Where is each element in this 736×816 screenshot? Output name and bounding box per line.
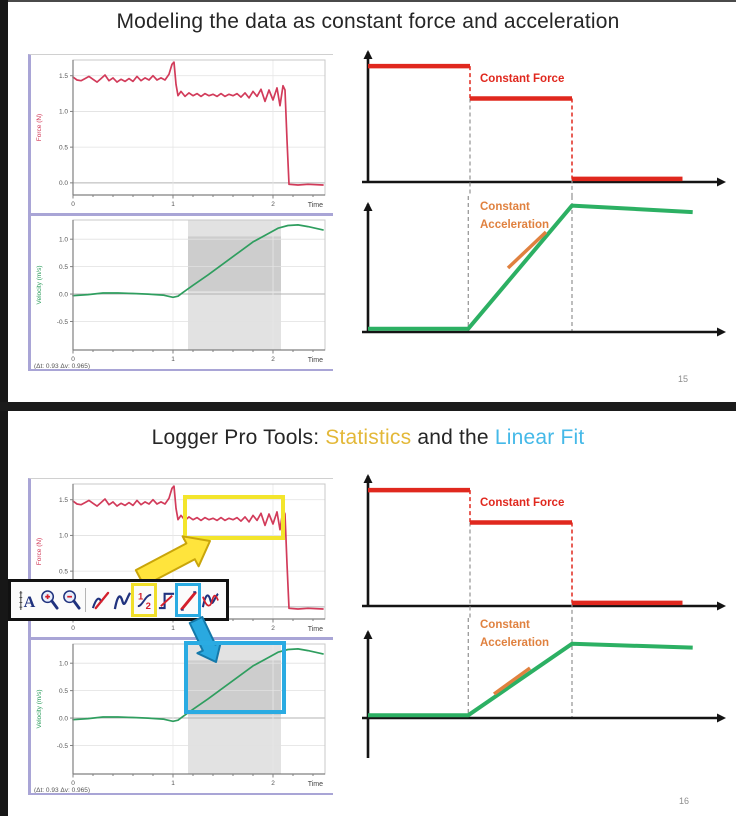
svg-text:0: 0 (71, 780, 75, 787)
svg-text:1.0: 1.0 (59, 660, 68, 667)
svg-text:0: 0 (71, 201, 75, 208)
svg-text:1.0: 1.0 (59, 236, 68, 243)
panel-separator (31, 213, 333, 216)
svg-text:Constant Force: Constant Force (480, 497, 564, 509)
statistics-icon: 12 (137, 591, 151, 612)
svg-text:2: 2 (271, 201, 275, 208)
svg-text:Acceleration: Acceleration (480, 219, 549, 231)
title-segment: Logger Pro Tools: (151, 426, 326, 449)
linear-fit-icon (179, 590, 197, 611)
svg-text:Velocity (m/s): Velocity (m/s) (36, 265, 43, 304)
logger-pro-screenshot-1: 0.0 0.5 1.0 1.5 0 1 2 Time Force (N) -0.5 0.0 0.5 1… (28, 54, 333, 371)
toolbar-button-zoom-out[interactable] (61, 586, 81, 614)
svg-text:0.0: 0.0 (59, 180, 68, 187)
svg-text:0: 0 (71, 625, 75, 632)
svg-text:Time: Time (308, 357, 323, 364)
svg-text:Force (N): Force (N) (36, 114, 43, 141)
toolbar-separator (85, 588, 86, 612)
svg-text:Time: Time (308, 626, 323, 633)
velocity-time-graph-2: -0.5 0.0 0.5 1.0 0 1 2 Time Velocity (m/s) (Δt: 0… (34, 643, 326, 793)
svg-text:-0.5: -0.5 (57, 743, 69, 750)
svg-text:0.5: 0.5 (59, 688, 68, 695)
zoom-out-icon (62, 589, 81, 610)
page-number-16: 16 (679, 796, 690, 806)
blue-arrow-icon (188, 616, 222, 663)
svg-text:0.0: 0.0 (59, 291, 68, 298)
curve-fit-icon (201, 592, 219, 607)
toolbar-button-curve-fit[interactable] (200, 586, 220, 614)
svg-text:A: A (23, 594, 35, 611)
svg-text:2: 2 (271, 625, 275, 632)
svg-text:0: 0 (71, 356, 75, 363)
top-edge-bar (0, 0, 736, 2)
svg-text:Force (N): Force (N) (36, 538, 43, 565)
integral-icon (158, 592, 174, 609)
svg-text:2: 2 (271, 780, 275, 787)
toolbar-button-zoom-in[interactable] (39, 586, 59, 614)
svg-text:1: 1 (171, 625, 175, 632)
svg-text:Constant: Constant (480, 201, 530, 213)
title-segment: Statistics (325, 426, 412, 449)
svg-text:1.0: 1.0 (59, 533, 68, 540)
autoscale-icon: A (18, 590, 35, 611)
svg-text:Time: Time (308, 202, 323, 209)
examine-icon (91, 591, 109, 609)
svg-text:(Δt: 0.93 Δv: 0.965): (Δt: 0.93 Δv: 0.965) (34, 787, 90, 793)
slide1-title: Modeling the data as constant force and … (116, 10, 620, 33)
constant-force-diagram: Constant Force (362, 50, 726, 196)
toolbar-button-examine[interactable] (90, 586, 110, 614)
svg-text:0.0: 0.0 (59, 715, 68, 722)
toolbar-button-linear-fit[interactable] (178, 586, 198, 614)
constant-acceleration-diagram-2: Constant Acceleration (362, 618, 726, 758)
title-segment: Linear Fit (494, 426, 585, 449)
toolbar-button-autoscale[interactable]: A (17, 586, 37, 614)
svg-text:Acceleration: Acceleration (480, 637, 549, 649)
svg-text:2: 2 (145, 601, 150, 612)
slide2-title: Logger Pro Tools: Statistics and the Lin… (0, 426, 736, 450)
tangent-icon (113, 591, 131, 609)
constant-acceleration-diagram: Constant Acceleration (362, 196, 726, 337)
svg-text:Velocity (m/s): Velocity (m/s) (36, 689, 43, 728)
constant-force-diagram-2: Constant Force (362, 474, 726, 620)
svg-text:1: 1 (171, 780, 175, 787)
slide-divider (0, 402, 736, 411)
svg-text:Constant: Constant (480, 619, 530, 631)
svg-text:1.0: 1.0 (59, 109, 68, 116)
svg-text:1: 1 (171, 356, 175, 363)
title-segment: and the (411, 426, 495, 449)
svg-text:Constant Force: Constant Force (480, 73, 564, 85)
svg-text:1: 1 (171, 201, 175, 208)
svg-text:0.5: 0.5 (59, 568, 68, 575)
velocity-time-graph: -0.5 0.0 0.5 1.0 0 1 2 Time Velocity (m/s) (Δt: 0… (34, 219, 326, 369)
linear-fit-highlight-box (184, 641, 286, 714)
svg-text:0.5: 0.5 (59, 144, 68, 151)
svg-text:1.5: 1.5 (59, 497, 68, 504)
zoom-in-icon (40, 589, 59, 610)
svg-text:1.5: 1.5 (59, 73, 68, 80)
panel-separator-2 (31, 637, 333, 640)
svg-text:2: 2 (271, 356, 275, 363)
page-number-15: 15 (678, 374, 689, 384)
svg-text:1: 1 (138, 591, 144, 602)
svg-text:Time: Time (308, 781, 323, 788)
toolbar-button-tangent[interactable] (112, 586, 132, 614)
svg-text:0.5: 0.5 (59, 264, 68, 271)
statistics-highlight-box (183, 495, 285, 540)
force-time-graph: 0.0 0.5 1.0 1.5 0 1 2 Time Force (N) (36, 59, 326, 209)
svg-text:-0.5: -0.5 (57, 319, 69, 326)
svg-text:(Δt: 0.93 Δv: 0.965): (Δt: 0.93 Δv: 0.965) (34, 363, 90, 369)
yellow-arrow-icon (134, 535, 211, 587)
toolbar-button-integral[interactable] (156, 586, 176, 614)
